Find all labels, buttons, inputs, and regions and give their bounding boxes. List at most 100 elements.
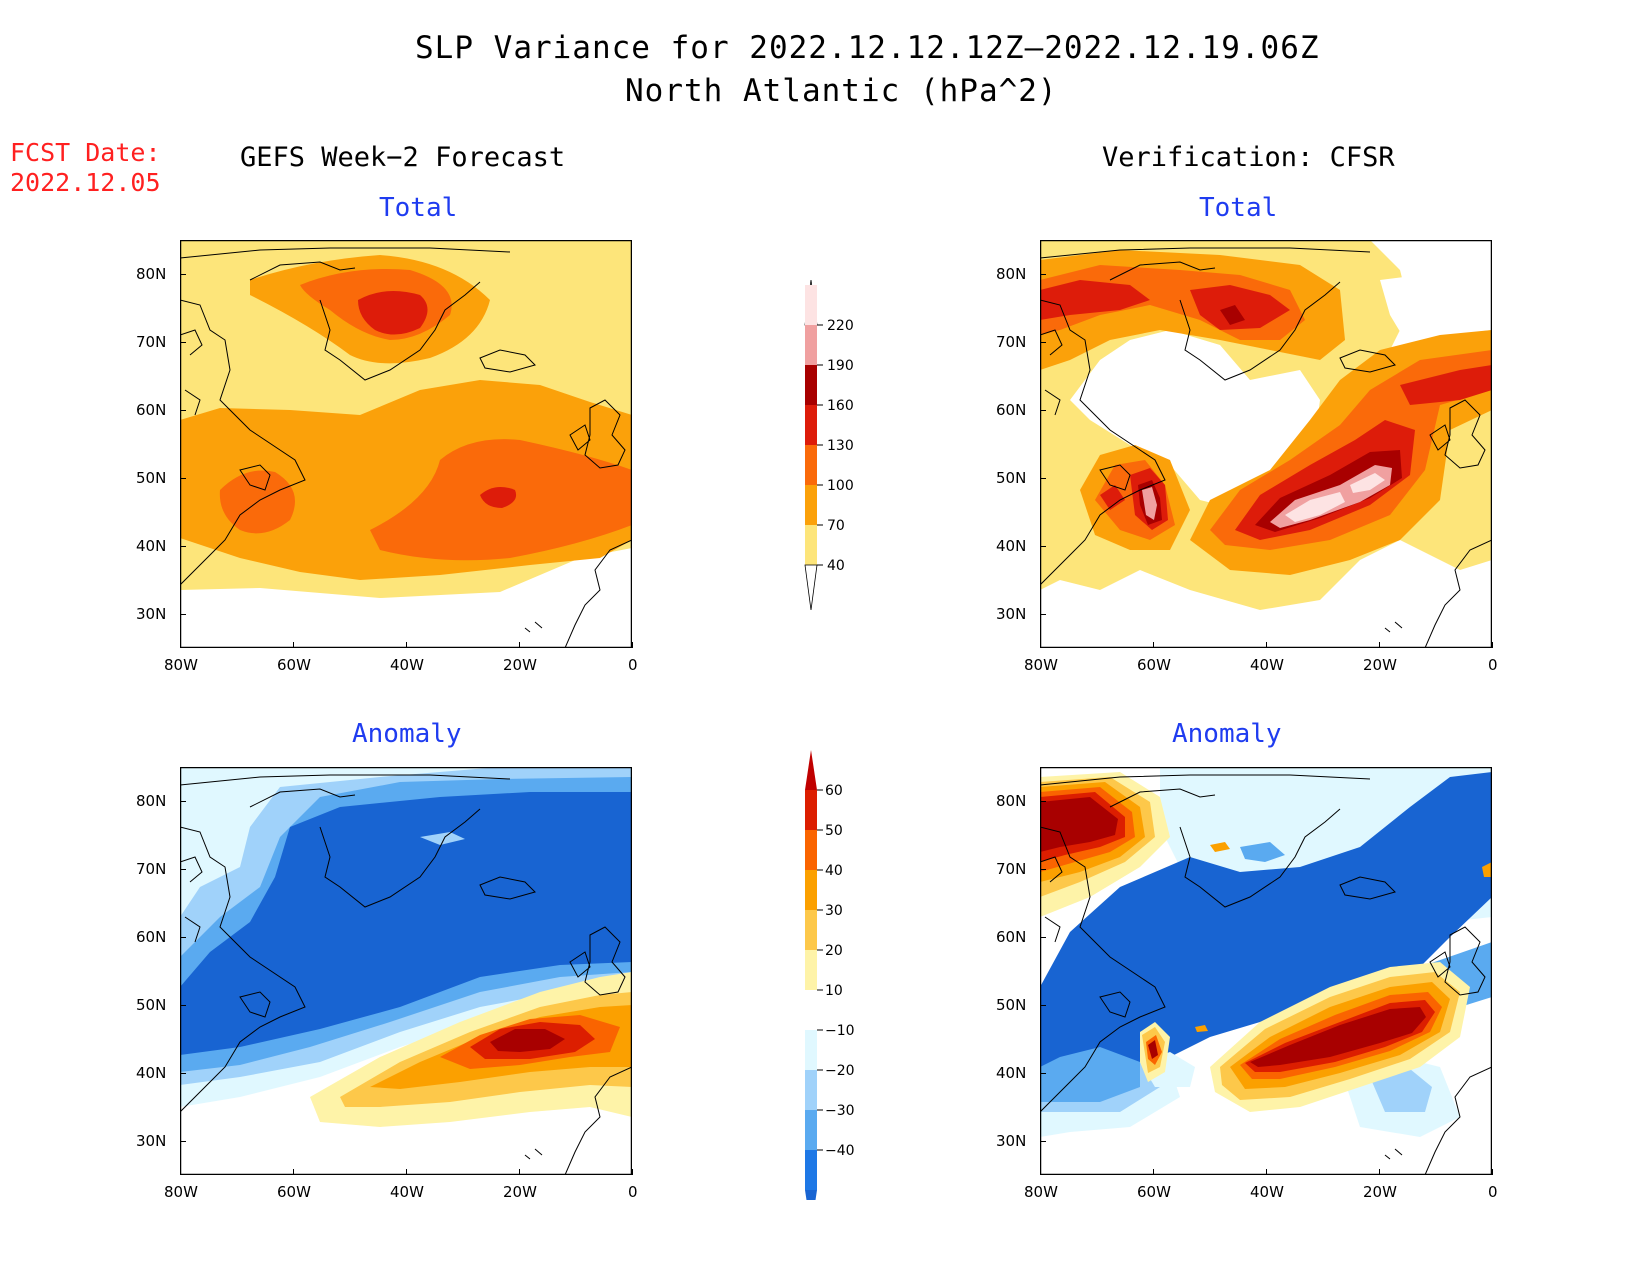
colorbar-top-arrow xyxy=(805,750,817,790)
x-tick-label: 20W xyxy=(1363,656,1397,674)
contour-160 xyxy=(1138,305,1402,532)
total-colorbar: 220 190 160 130 100 70 40 xyxy=(804,280,854,610)
colorbar-label: 160 xyxy=(827,398,854,414)
colorbar-bottom-arrow xyxy=(804,564,818,610)
fcst-date-label: FCST Date: xyxy=(10,138,161,167)
x-tick-label: 20W xyxy=(1363,1183,1397,1201)
y-tick-label: 70N xyxy=(136,333,167,351)
coastlines xyxy=(180,247,632,648)
y-tick-label: 80N xyxy=(996,792,1027,810)
contour-220 xyxy=(1285,473,1385,522)
map-cfsr-total xyxy=(1040,240,1492,648)
colorbar-swatch xyxy=(805,990,817,1030)
colorbar-label: −10 xyxy=(825,1023,855,1039)
left-column-header: GEFS Week−2 Forecast xyxy=(240,142,566,173)
colorbar-swatch xyxy=(805,1110,817,1150)
colorbar-swatch xyxy=(805,485,817,525)
contour-white-northeast xyxy=(1380,250,1492,340)
colorbar-label: 100 xyxy=(827,478,854,494)
y-tick-label: 70N xyxy=(996,333,1027,351)
x-tick-mark xyxy=(1266,642,1267,648)
colorbar-label: 50 xyxy=(825,823,843,839)
title-line-2: North Atlantic (hPa^2) xyxy=(625,73,1058,109)
map-gefs-total xyxy=(180,240,632,648)
y-tick-mark xyxy=(1040,1005,1046,1006)
colorbar-swatch xyxy=(805,1150,817,1190)
colorbar-label: 40 xyxy=(827,558,845,574)
y-tick-mark xyxy=(1040,546,1046,547)
x-tick-mark xyxy=(519,642,520,648)
x-tick-label: 60W xyxy=(277,656,311,674)
colorbar-swatch xyxy=(805,1070,817,1110)
contour-pos60 xyxy=(1040,797,1426,1067)
contour-130-ocean xyxy=(480,486,517,508)
anomaly-colorbar: 60 50 40 30 20 10 −10 −20 −30 −40 xyxy=(805,750,855,1200)
colorbar-bottom-arrow xyxy=(805,1190,817,1200)
contour-neg20-patch xyxy=(420,832,465,845)
y-tick-mark xyxy=(1040,614,1046,615)
panel-title-cfsr-anomaly: Anomaly xyxy=(1172,719,1282,749)
x-tick-label: 0 xyxy=(628,656,638,674)
y-tick-mark xyxy=(1040,801,1046,802)
colorbar-swatch xyxy=(805,445,817,485)
title-line-1: SLP Variance for 2022.12.12.12Z–2022.12.… xyxy=(415,30,1320,66)
colorbar-label: 220 xyxy=(827,318,854,334)
colorbar-label: 10 xyxy=(825,983,843,999)
x-tick-mark xyxy=(406,1169,407,1175)
colorbar-label: −30 xyxy=(825,1103,855,1119)
colorbar-swatch xyxy=(805,525,817,565)
x-tick-label: 40W xyxy=(1250,1183,1284,1201)
y-tick-mark xyxy=(180,1141,186,1142)
x-tick-label: 40W xyxy=(390,1183,424,1201)
map-gefs-anomaly xyxy=(180,767,632,1175)
y-tick-label: 60N xyxy=(996,401,1027,419)
panel-title-gefs-total: Total xyxy=(379,193,458,223)
colorbar-swatch xyxy=(805,790,817,830)
y-tick-label: 80N xyxy=(136,265,167,283)
y-tick-label: 60N xyxy=(136,928,167,946)
fcst-date-value: 2022.12.05 xyxy=(10,168,161,197)
contour-pos60 xyxy=(490,1029,565,1052)
panel-title-gefs-anomaly: Anomaly xyxy=(352,719,462,749)
x-tick-label: 80W xyxy=(1024,656,1058,674)
y-tick-label: 30N xyxy=(996,1132,1027,1150)
colorbar-swatch xyxy=(805,870,817,910)
x-tick-mark xyxy=(293,642,294,648)
x-tick-mark xyxy=(1492,642,1493,648)
y-tick-mark xyxy=(180,342,186,343)
x-tick-mark xyxy=(1266,1169,1267,1175)
colorbar-swatch xyxy=(805,910,817,950)
contour-130-greenland xyxy=(358,291,428,335)
coastlines xyxy=(180,774,632,1175)
coastlines xyxy=(1040,247,1492,648)
y-tick-mark xyxy=(180,1005,186,1006)
y-tick-mark xyxy=(180,1073,186,1074)
y-tick-mark xyxy=(1040,1141,1046,1142)
y-tick-label: 70N xyxy=(136,860,167,878)
colorbar-swatch xyxy=(805,285,817,325)
x-tick-mark xyxy=(180,642,181,648)
x-tick-mark xyxy=(1492,1169,1493,1175)
colorbar-swatch xyxy=(805,365,817,405)
x-tick-label: 60W xyxy=(1137,656,1171,674)
y-tick-mark xyxy=(180,869,186,870)
x-tick-label: 0 xyxy=(628,1183,638,1201)
contour-neg40-main xyxy=(1040,772,1492,1067)
y-tick-label: 30N xyxy=(996,605,1027,623)
y-tick-label: 40N xyxy=(136,1064,167,1082)
y-tick-label: 50N xyxy=(136,469,167,487)
panel-title-cfsr-total: Total xyxy=(1199,193,1278,223)
y-tick-mark xyxy=(180,614,186,615)
colorbar-swatch xyxy=(805,405,817,445)
x-tick-mark xyxy=(1379,642,1380,648)
contour-190 xyxy=(1142,465,1392,528)
contour-white-basin xyxy=(1070,330,1320,510)
x-tick-label: 80W xyxy=(1024,1183,1058,1201)
y-tick-label: 60N xyxy=(136,401,167,419)
y-tick-mark xyxy=(180,801,186,802)
colorbar-label: 130 xyxy=(827,438,854,454)
y-tick-mark xyxy=(1040,274,1046,275)
colorbar-label: 20 xyxy=(825,943,843,959)
x-tick-mark xyxy=(406,642,407,648)
y-tick-mark xyxy=(1040,478,1046,479)
